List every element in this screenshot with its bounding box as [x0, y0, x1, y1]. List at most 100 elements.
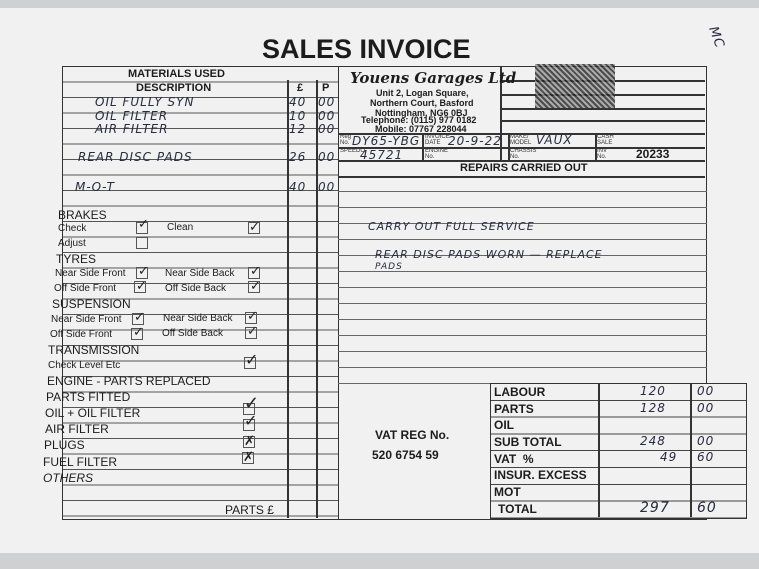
susp-nsf-box[interactable]: [132, 313, 144, 325]
susp-nsb-box[interactable]: [245, 312, 257, 324]
cross-icon: ✗: [244, 433, 255, 448]
brakes-adjust-box[interactable]: [136, 237, 148, 249]
transmission-check-label: Check Level Etc: [48, 360, 121, 371]
totals-pence: 60: [697, 450, 715, 464]
totals-pence: 00: [697, 401, 715, 415]
oil-filter-box[interactable]: [243, 403, 255, 415]
company-name: Youens Garages Ltd: [350, 69, 517, 87]
air-filter-box[interactable]: [243, 419, 255, 431]
repair-line: REAR DISC PADS WORN — REPLACE: [375, 248, 603, 261]
invoice-number: 20233: [636, 147, 670, 161]
totals-label: PARTS: [494, 402, 534, 416]
material-item: AIR FILTER: [95, 122, 169, 136]
tick-icon: ✓: [133, 324, 144, 339]
tyres-nsb-box[interactable]: [248, 267, 260, 279]
totals-label: VAT %: [494, 452, 534, 466]
invoice-title: SALES INVOICE: [262, 34, 471, 64]
totals-label: LABOUR: [494, 385, 546, 399]
item-pence: 00: [318, 109, 336, 123]
susp-osf-box[interactable]: [131, 328, 143, 340]
repairs-lines: [338, 176, 707, 384]
transmission-check-box[interactable]: [244, 357, 256, 369]
tick-icon: ✓: [138, 216, 149, 231]
tyres-osb-box[interactable]: [248, 281, 260, 293]
make-label: MAKE/ MODEL: [510, 134, 532, 146]
susp-osb-box[interactable]: [245, 327, 257, 339]
speedo-label: SPEEDO: [340, 148, 366, 154]
engine-label: ENGINE No.: [425, 148, 449, 160]
engine-header: ENGINE - PARTS REPLACED: [47, 374, 211, 388]
parts-fitted-label: PARTS FITTED: [46, 390, 131, 404]
suspension-header: SUSPENSION: [52, 297, 131, 311]
tick-icon: ✓: [245, 352, 259, 369]
reg-label: Reg No.: [340, 134, 352, 146]
inv-label: INV No.: [597, 148, 608, 160]
fuel-filter-box[interactable]: [242, 452, 254, 464]
speedo-value: 45721: [360, 148, 404, 162]
totals-pence: 00: [697, 384, 715, 398]
company-mobile: Mobile: 07767 228044: [375, 124, 467, 134]
tyres-header: TYRES: [56, 252, 97, 266]
transmission-header: TRANSMISSION: [48, 343, 140, 357]
tyres-osb-label: Off Side Back: [165, 283, 226, 294]
totals-label: INSUR. EXCESS: [494, 468, 587, 482]
fuel-filter-label: FUEL FILTER: [43, 455, 118, 469]
vat-reg-number: 520 6754 59: [372, 448, 439, 462]
plugs-box[interactable]: [243, 436, 255, 448]
material-item: M-O-T: [75, 180, 115, 194]
totals-label: MOT: [494, 485, 521, 499]
item-pounds: 10: [289, 109, 307, 123]
totals-pence: 00: [697, 434, 715, 448]
item-pence: 00: [318, 180, 336, 194]
totals-pounds: 248: [640, 434, 666, 448]
company-telephone: Telephone: (0115) 977 0182: [361, 115, 477, 125]
item-pounds: 26: [289, 150, 307, 164]
tick-icon: ✓: [138, 263, 149, 278]
material-item: OIL FILTER: [95, 109, 169, 123]
repair-line: CARRY OUT FULL SERVICE: [368, 220, 535, 233]
description-header: DESCRIPTION: [136, 82, 212, 94]
item-pounds: 12: [289, 122, 307, 136]
brakes-header: BRAKES: [58, 208, 107, 222]
brakes-clean-box[interactable]: [248, 222, 260, 234]
totals-pounds: 128: [640, 401, 666, 415]
tyres-nsf-box[interactable]: [136, 267, 148, 279]
item-pounds: 40: [289, 180, 307, 194]
cash-sale-label: CASH SALE: [597, 134, 614, 146]
item-pence: 00: [318, 122, 336, 136]
pence-header: P: [322, 82, 330, 94]
brakes-check-box[interactable]: [136, 222, 148, 234]
tick-icon: ✓: [250, 278, 261, 293]
susp-nsf-label: Near Side Front: [51, 314, 122, 325]
company-address: Unit 2, Logan Square,: [376, 88, 469, 98]
tyres-osf-label: Off Side Front: [54, 283, 117, 294]
company-address: Northern Court, Basford: [370, 98, 474, 108]
pounds-header: £: [297, 82, 304, 94]
tick-icon: ✓: [244, 413, 258, 430]
totals-label: SUB TOTAL: [494, 435, 562, 449]
parts-total-label: PARTS £: [225, 503, 274, 517]
item-pence: 00: [318, 95, 336, 109]
vat-reg-label: VAT REG No.: [375, 428, 450, 442]
totals-pounds: 120: [640, 384, 666, 398]
repair-line: PADS: [375, 262, 403, 272]
tick-icon: ✓: [250, 263, 261, 278]
tick-icon: ✓: [247, 308, 258, 323]
oil-filter-label: OIL + OIL FILTER: [45, 406, 141, 420]
redacted-area: [535, 64, 615, 108]
date-label: INVOICE DATE: [425, 134, 450, 146]
others-label: OTHERS: [43, 471, 94, 485]
item-pounds: 40: [289, 95, 307, 109]
cross-icon: ✗: [243, 449, 254, 464]
tyres-osf-box[interactable]: [134, 281, 146, 293]
company-address: Nottingham, NG6 0BJ: [375, 108, 468, 118]
materials-header: MATERIALS USED: [128, 68, 225, 80]
totals-label: OIL: [494, 418, 514, 432]
tick-icon: ✓: [136, 278, 147, 293]
brakes-adjust-label: Adjust: [58, 238, 86, 249]
plugs-label: PLUGS: [44, 438, 85, 452]
chassis-label: CHASSIS No.: [510, 148, 537, 160]
air-filter-label: AIR FILTER: [45, 422, 109, 436]
totals-pounds: 49: [660, 450, 678, 464]
totals-box: [490, 383, 747, 519]
